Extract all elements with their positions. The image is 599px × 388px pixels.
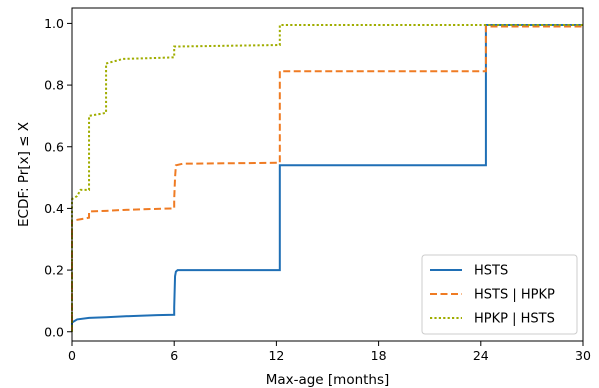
- y-tick-label: 0.4: [44, 201, 64, 216]
- legend-label-2: HPKP | HSTS: [474, 312, 555, 327]
- legend-box: [421, 254, 578, 335]
- series-line-1: [71, 25, 583, 332]
- x-axis-label: Max-age [months]: [266, 372, 390, 388]
- x-tick-label: 0: [68, 348, 76, 363]
- x-tick-label: 24: [473, 348, 489, 363]
- y-tick-label: 1.0: [44, 16, 64, 31]
- legend: HSTS HSTS | HPKP HPKP | HSTS: [421, 254, 578, 335]
- x-tick-label: 18: [371, 348, 387, 363]
- y-tick-label: 0.8: [44, 78, 64, 93]
- y-tick-label: 0.6: [44, 139, 64, 154]
- y-tick-label: 0.0: [44, 324, 64, 339]
- y-tick-label: 0.2: [44, 263, 64, 278]
- ticks-layer: 0 6 12 18 24 30 0.0 0.2 0.4 0.6 0.8 1.0: [44, 16, 591, 363]
- series-line-0: [71, 23, 583, 332]
- series-layer: [71, 23, 583, 332]
- x-tick-label: 12: [268, 348, 284, 363]
- series-line-2: [71, 23, 583, 332]
- legend-label-1: HSTS | HPKP: [474, 288, 555, 303]
- x-tick-label: 30: [575, 348, 591, 363]
- y-axis-label: ECDF: Pr[x] ≤ X: [16, 122, 32, 227]
- plot-frame: [71, 7, 584, 342]
- x-tick-label: 6: [170, 348, 178, 363]
- legend-label-0: HSTS: [474, 264, 508, 279]
